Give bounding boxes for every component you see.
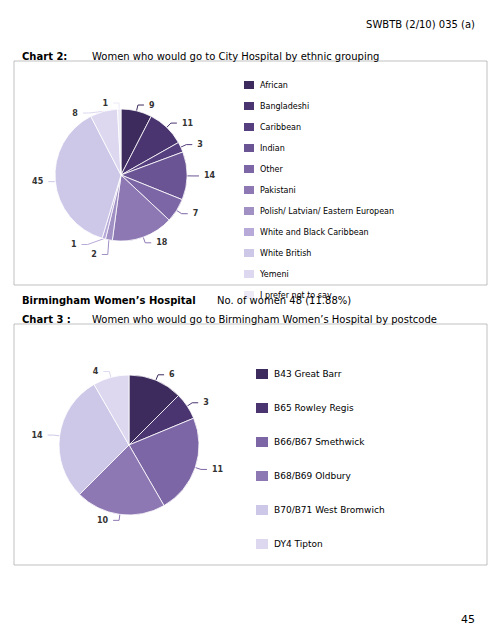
svg-text:White British: White British xyxy=(260,249,311,258)
svg-text:Women who would go to City Hos: Women who would go to City Hospital by e… xyxy=(92,51,379,62)
svg-text:3: 3 xyxy=(197,140,203,149)
svg-text:Other: Other xyxy=(260,165,283,174)
svg-text:4: 4 xyxy=(93,367,99,376)
svg-text:Indian: Indian xyxy=(260,144,285,153)
svg-text:11: 11 xyxy=(182,119,194,128)
svg-text:No. of women 48 (11.88%): No. of women 48 (11.88%) xyxy=(217,295,351,306)
svg-text:Bangladeshi: Bangladeshi xyxy=(260,102,309,111)
svg-text:SWBTB (2/10) 035 (a): SWBTB (2/10) 035 (a) xyxy=(366,19,475,30)
svg-text:B70/B71 West Bromwich: B70/B71 West Bromwich xyxy=(274,505,385,515)
svg-text:14: 14 xyxy=(32,431,44,440)
svg-text:11: 11 xyxy=(212,465,224,474)
svg-text:18: 18 xyxy=(156,238,168,247)
svg-text:Women who would go to Birmingh: Women who would go to Birmingham Women’s… xyxy=(92,314,437,325)
svg-text:8: 8 xyxy=(72,109,78,118)
svg-text:B65 Rowley Regis: B65 Rowley Regis xyxy=(274,403,354,413)
svg-text:African: African xyxy=(260,81,288,90)
svg-text:1: 1 xyxy=(103,99,109,108)
svg-text:45: 45 xyxy=(461,613,475,626)
svg-text:Yemeni: Yemeni xyxy=(259,270,289,279)
svg-text:B66/B67 Smethwick: B66/B67 Smethwick xyxy=(274,437,365,447)
svg-text:Polish/ Latvian/ Eastern Europ: Polish/ Latvian/ Eastern European xyxy=(260,207,394,216)
svg-text:7: 7 xyxy=(193,209,199,218)
svg-text:Chart 2:: Chart 2: xyxy=(22,51,67,62)
svg-text:45: 45 xyxy=(32,177,44,186)
svg-text:DY4 Tipton: DY4 Tipton xyxy=(274,539,323,549)
svg-text:Pakistani: Pakistani xyxy=(260,186,296,195)
svg-text:10: 10 xyxy=(97,516,109,525)
svg-text:Birmingham Women’s Hospital: Birmingham Women’s Hospital xyxy=(22,295,196,306)
svg-text:2: 2 xyxy=(91,250,97,259)
svg-text:9: 9 xyxy=(149,101,155,110)
svg-text:3: 3 xyxy=(203,398,209,407)
svg-text:Caribbean: Caribbean xyxy=(260,123,301,132)
svg-text:14: 14 xyxy=(204,171,216,180)
svg-text:White and Black Caribbean: White and Black Caribbean xyxy=(260,228,369,237)
svg-text:1: 1 xyxy=(71,240,77,249)
svg-text:B43 Great Barr: B43 Great Barr xyxy=(274,369,342,379)
svg-text:B68/B69 Oldbury: B68/B69 Oldbury xyxy=(274,471,352,481)
svg-text:6: 6 xyxy=(169,370,175,379)
svg-text:Chart 3 :: Chart 3 : xyxy=(22,314,71,325)
